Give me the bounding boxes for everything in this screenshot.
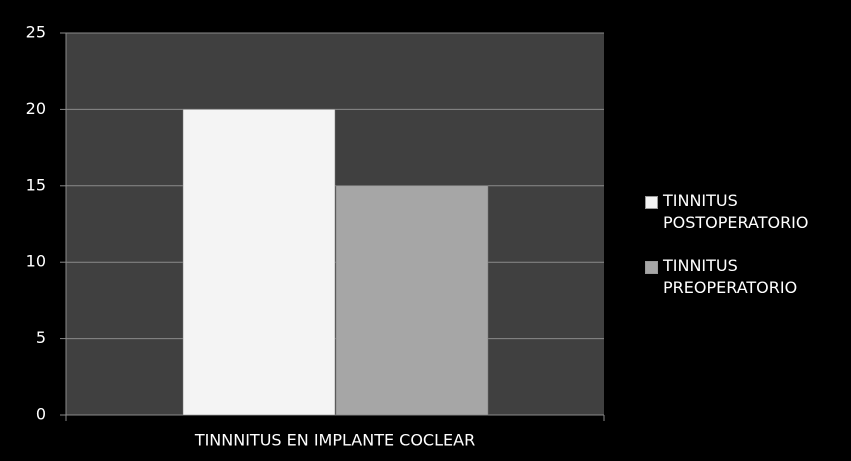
legend-label: TINNITUS POSTOPERATORIO: [663, 191, 809, 232]
legend-item: TINNITUS PREOPERATORIO: [645, 255, 835, 299]
legend-swatch: [645, 261, 658, 274]
legend-item: TINNITUS POSTOPERATORIO: [645, 190, 835, 234]
legend-swatch: [645, 196, 658, 209]
y-tick-label: 0: [36, 405, 46, 424]
y-tick-label: 25: [26, 23, 46, 42]
bar: [335, 185, 489, 416]
bar: [182, 109, 336, 416]
y-tick-label: 5: [36, 328, 46, 347]
legend-label: TINNITUS PREOPERATORIO: [663, 256, 798, 297]
y-tick-label: 10: [26, 252, 46, 271]
y-tick-label: 15: [26, 175, 46, 194]
y-tick-label: 20: [26, 99, 46, 118]
x-tick-label: TINNNITUS EN IMPLANTE COCLEAR: [194, 431, 475, 450]
